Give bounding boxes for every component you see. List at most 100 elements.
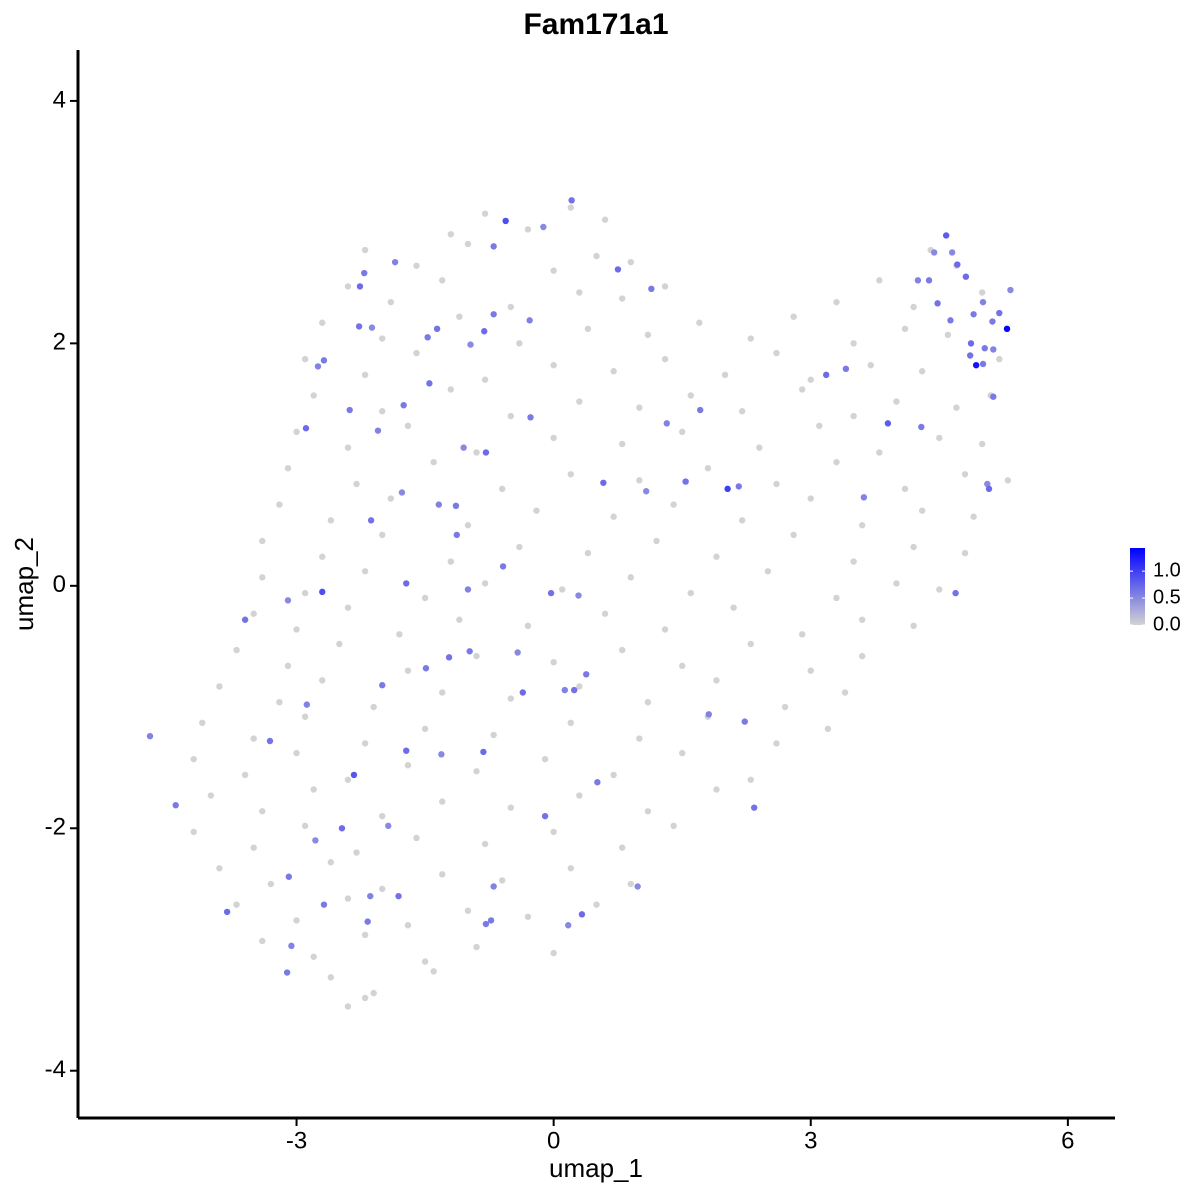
cell-point bbox=[259, 574, 266, 581]
cell-point bbox=[747, 776, 754, 783]
cell-point bbox=[984, 480, 991, 488]
cell-point bbox=[764, 568, 772, 575]
cell-point bbox=[439, 871, 446, 878]
cell-point bbox=[858, 522, 866, 529]
cell-point bbox=[404, 422, 412, 430]
cell-point bbox=[302, 425, 310, 432]
cell-point bbox=[705, 711, 712, 718]
cell-point bbox=[614, 266, 622, 273]
cell-point bbox=[550, 658, 557, 666]
cell-point bbox=[439, 689, 446, 696]
cell-point bbox=[653, 537, 660, 545]
cell-point bbox=[918, 423, 925, 431]
y-tick-label: 4 bbox=[53, 86, 66, 113]
cell-point bbox=[550, 828, 557, 836]
cell-point bbox=[833, 458, 840, 466]
cell-point bbox=[644, 331, 652, 339]
cell-point bbox=[876, 449, 883, 456]
cell-point bbox=[344, 895, 352, 902]
cell-point bbox=[499, 877, 506, 884]
cell-point bbox=[576, 289, 583, 296]
cell-point bbox=[936, 434, 943, 442]
cell-point bbox=[1004, 477, 1012, 484]
cell-point bbox=[936, 586, 943, 593]
cell-point bbox=[327, 974, 335, 981]
cell-point bbox=[918, 368, 926, 375]
cell-point bbox=[822, 371, 830, 379]
cell-point bbox=[979, 360, 987, 368]
cell-point bbox=[989, 318, 996, 325]
cell-point bbox=[541, 812, 549, 820]
cell-point bbox=[370, 703, 377, 711]
x-tick-label: -3 bbox=[286, 1127, 307, 1154]
cell-point bbox=[807, 667, 814, 674]
cell-point bbox=[361, 994, 369, 1002]
cell-point bbox=[353, 480, 360, 488]
cell-point bbox=[490, 311, 497, 318]
cell-point bbox=[550, 267, 557, 274]
cell-point bbox=[824, 725, 832, 733]
cell-point bbox=[561, 686, 568, 694]
cell-point bbox=[996, 309, 1003, 317]
cell-point bbox=[379, 335, 386, 342]
cell-point bbox=[361, 740, 369, 747]
cell-point bbox=[482, 449, 490, 456]
cell-point bbox=[547, 589, 555, 597]
cell-point bbox=[550, 361, 557, 369]
cell-point bbox=[464, 240, 472, 248]
cell-point bbox=[367, 517, 375, 524]
cell-point bbox=[319, 319, 326, 326]
cell-point bbox=[421, 594, 429, 602]
cell-point bbox=[756, 444, 763, 451]
cell-point bbox=[661, 626, 669, 633]
cell-point bbox=[644, 808, 652, 815]
cell-point bbox=[507, 804, 514, 811]
cell-point bbox=[430, 458, 437, 466]
cell-point bbox=[404, 922, 412, 929]
cell-point bbox=[320, 901, 328, 908]
cell-point bbox=[798, 631, 806, 638]
cell-point bbox=[284, 597, 292, 604]
cell-point bbox=[276, 698, 283, 706]
cell-point bbox=[447, 231, 455, 238]
cell-point bbox=[424, 334, 431, 341]
cell-point bbox=[233, 646, 240, 654]
cell-point bbox=[507, 695, 514, 702]
cell-point bbox=[798, 386, 806, 393]
cell-point bbox=[679, 749, 686, 757]
cell-point bbox=[379, 812, 386, 820]
cell-point bbox=[356, 283, 364, 290]
cell-point bbox=[403, 580, 410, 587]
cell-point bbox=[735, 483, 742, 490]
cell-point bbox=[490, 731, 497, 739]
cell-point bbox=[954, 261, 961, 268]
cell-point bbox=[601, 610, 609, 617]
cell-point bbox=[490, 243, 497, 250]
cell-point bbox=[250, 735, 257, 742]
cell-point bbox=[396, 631, 403, 638]
cell-point bbox=[704, 465, 712, 472]
cell-point bbox=[241, 616, 249, 623]
cell-point bbox=[516, 340, 523, 347]
cell-point bbox=[781, 703, 789, 711]
cell-point bbox=[481, 840, 489, 848]
cell-point bbox=[404, 667, 412, 674]
cell-point bbox=[439, 277, 446, 284]
cell-point bbox=[368, 324, 376, 331]
cell-point bbox=[584, 549, 592, 557]
cell-point bbox=[610, 771, 617, 779]
cell-point bbox=[576, 683, 583, 690]
cell-point bbox=[344, 1003, 352, 1010]
cell-point bbox=[901, 485, 909, 493]
cell-point bbox=[310, 953, 317, 960]
cell-point bbox=[241, 771, 249, 779]
cell-point bbox=[361, 371, 369, 379]
cell-point bbox=[514, 649, 521, 656]
cell-point bbox=[636, 477, 643, 484]
cell-point bbox=[978, 289, 986, 296]
chart-title: Fam171a1 bbox=[523, 8, 668, 41]
cell-point bbox=[250, 610, 257, 617]
cell-point bbox=[456, 313, 463, 320]
cell-point bbox=[524, 226, 532, 233]
